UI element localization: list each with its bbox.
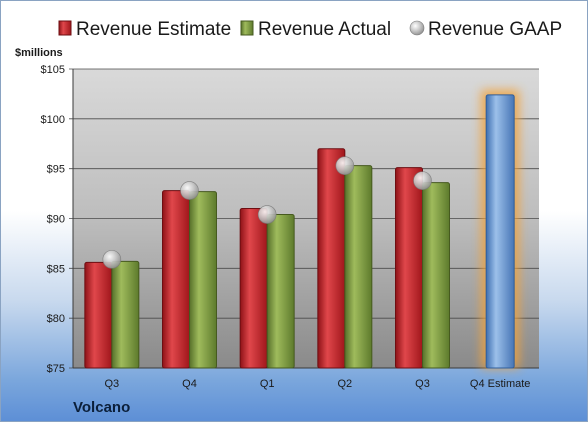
bar-revenue-actual (344, 165, 373, 369)
legend-swatch (409, 20, 425, 36)
y-tick-label: $100 (41, 114, 65, 126)
marker-revenue-gaap (257, 205, 277, 224)
bar-revenue-actual (422, 182, 450, 369)
bar-revenue-actual (189, 191, 217, 369)
x-tick-label: Q4 (182, 378, 197, 390)
y-tick-label: $90 (47, 214, 65, 226)
bar-revenue-estimate (317, 148, 346, 369)
marker-revenue-gaap (180, 181, 199, 200)
x-tick-label: Q1 (260, 378, 275, 390)
marker-revenue-gaap (102, 250, 122, 269)
legend-swatch (58, 20, 72, 36)
legend-swatch (240, 20, 254, 36)
legend-label: Revenue Actual (258, 19, 391, 40)
x-tick-label: Q3 (104, 378, 119, 390)
y-tick-label: $80 (47, 313, 65, 325)
marker-revenue-gaap (335, 156, 355, 175)
bar-revenue-actual (266, 214, 295, 369)
bar-revenue-estimate (162, 190, 190, 369)
legend-label: Revenue Estimate (76, 19, 231, 40)
y-tick-label: $85 (47, 263, 65, 275)
legend-label: Revenue GAAP (428, 19, 562, 40)
y-tick-label: $75 (47, 363, 65, 375)
bar-revenue-actual (111, 260, 140, 369)
y-tick-label: $95 (47, 164, 65, 176)
y-tick-label: $105 (41, 64, 65, 76)
x-tick-label: Q4 Estimate (470, 378, 531, 390)
x-tick-label: Q2 (337, 378, 352, 390)
bar-revenue-estimate-q4 (485, 94, 515, 369)
marker-revenue-gaap (413, 171, 432, 190)
y-axis-unit-label: $millions (15, 47, 63, 59)
bar-revenue-estimate (239, 208, 268, 369)
company-name: Volcano (73, 399, 131, 416)
bar-revenue-estimate (84, 261, 113, 369)
plot-area: $75 $80 $85 $90 $95 $100 $105 Q3 Q4 Q1 Q2 Q3 Q4 Esti… (41, 64, 539, 390)
bar-revenue-estimate (395, 167, 423, 369)
chart-legend: Revenue Estimate Revenue Actual Revenue GA… (58, 19, 562, 40)
x-tick-label: Q3 (415, 378, 430, 390)
